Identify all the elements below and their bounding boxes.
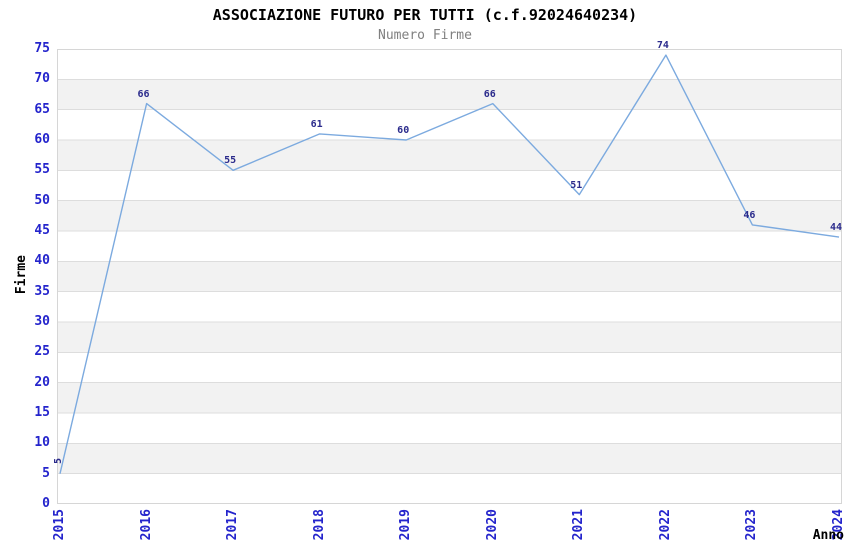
grid-band — [58, 140, 841, 171]
y-tick-label: 5 — [42, 465, 50, 481]
value-label: 66 — [483, 88, 496, 100]
value-label: 46 — [743, 209, 756, 221]
x-axis-title: Anno — [812, 528, 844, 543]
y-tick-label: 20 — [34, 374, 50, 390]
value-label: 44 — [829, 222, 842, 234]
plot-canvas — [57, 49, 842, 504]
y-tick-label: 60 — [34, 132, 50, 147]
chart-subtitle: Numero Firme — [378, 28, 472, 43]
value-label: 74 — [656, 40, 669, 52]
value-label: 66 — [137, 88, 150, 100]
grid-band — [58, 261, 841, 292]
y-tick-label: 10 — [34, 435, 50, 451]
y-tick-label: 65 — [34, 101, 50, 117]
y-tick-label: 35 — [34, 283, 50, 299]
gridlines — [58, 78, 841, 475]
grid-band — [58, 322, 841, 353]
x-tick-label: 2023 — [744, 509, 760, 541]
plot-border — [57, 49, 842, 504]
y-tick-label: 40 — [34, 253, 50, 269]
y-tick-label: 25 — [34, 344, 50, 360]
x-tick-label: 2018 — [311, 509, 327, 541]
x-tick-label: 2015 — [52, 509, 67, 541]
x-tick-label: 2021 — [571, 509, 587, 541]
value-label: 5 — [53, 457, 64, 464]
series-line — [59, 54, 840, 474]
value-label: 51 — [570, 179, 583, 191]
chart-title: ASSOCIAZIONE FUTURO PER TUTTI (c.f.92024… — [212, 6, 638, 24]
x-tick-label: 2019 — [398, 509, 414, 541]
value-label: 60 — [397, 125, 410, 136]
grid-band — [58, 200, 841, 231]
y-tick-label: 55 — [34, 162, 50, 178]
x-tick-label: 2017 — [225, 509, 241, 541]
y-tick-label: 15 — [34, 405, 50, 420]
y-tick-label: 50 — [34, 192, 50, 208]
x-tick-label: 2020 — [484, 509, 500, 541]
y-tick-label: 75 — [34, 41, 50, 56]
x-tick-label: 2022 — [657, 509, 673, 541]
value-label: 55 — [224, 155, 237, 167]
y-tick-label: 45 — [34, 223, 50, 238]
y-tick-label: 70 — [34, 71, 50, 87]
background-bands — [58, 79, 841, 474]
plot-area — [57, 49, 842, 504]
x-tick-label: 2016 — [138, 509, 154, 541]
grid-band — [58, 382, 841, 413]
grid-band — [58, 79, 841, 110]
y-tick-label: 30 — [34, 314, 50, 329]
y-axis-title: Firme — [14, 255, 29, 295]
y-tick-label: 0 — [42, 496, 50, 511]
grid-band — [58, 443, 841, 474]
value-label: 61 — [310, 118, 323, 130]
